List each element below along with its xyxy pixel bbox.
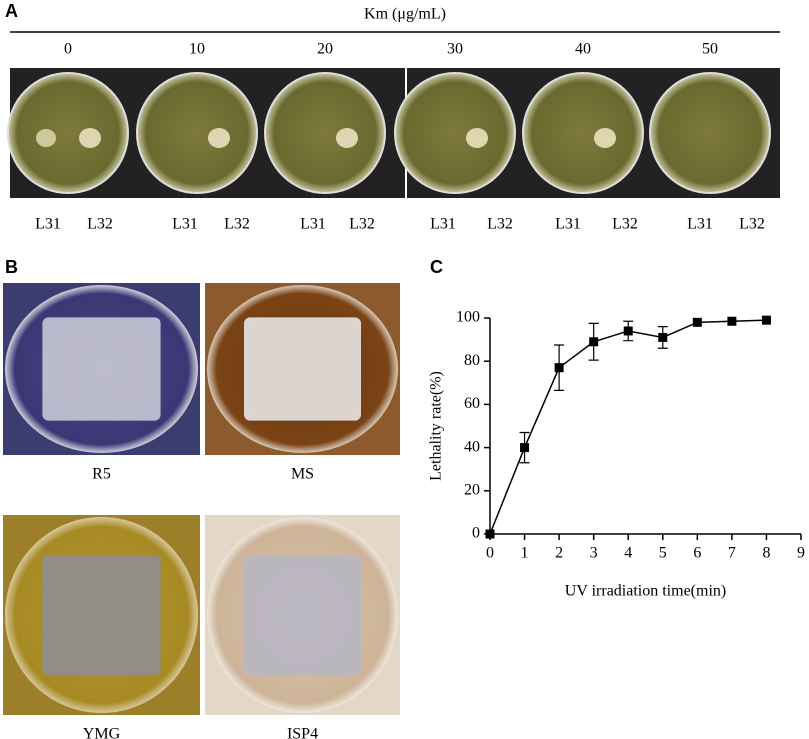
data-point (623, 326, 633, 336)
y-axis-label: Lethality rate(%) (428, 371, 445, 481)
concentration-label: 40 (575, 41, 591, 58)
data-point (485, 529, 495, 539)
culture-lawn (244, 555, 361, 675)
concentration-label: 10 (189, 41, 205, 58)
panel-label: C (430, 257, 443, 277)
strain-label: L32 (612, 216, 638, 233)
colony (208, 128, 230, 148)
strain-label: L32 (87, 216, 113, 233)
data-point (727, 316, 737, 326)
strain-label: L32 (739, 216, 765, 233)
well (522, 72, 644, 194)
medium-label: R5 (92, 466, 111, 483)
colony (36, 129, 56, 147)
colony (466, 128, 488, 148)
culture-lawn (42, 555, 161, 675)
y-tick-label: 40 (464, 438, 480, 455)
x-tick-label: 3 (590, 545, 598, 562)
colony (594, 128, 616, 148)
strain-label: L31 (687, 216, 713, 233)
data-point (692, 317, 702, 327)
x-tick-label: 6 (693, 545, 701, 562)
medium-label: MS (291, 466, 314, 483)
strain-label: L31 (35, 216, 61, 233)
x-axis-label: UV irradiation time(min) (565, 583, 726, 600)
strain-label: L31 (172, 216, 198, 233)
strain-label: L32 (224, 216, 250, 233)
culture-lawn (42, 317, 161, 421)
concentration-label: 30 (447, 41, 463, 58)
data-point (554, 363, 564, 373)
strain-label: L31 (300, 216, 326, 233)
strain-label: L32 (349, 216, 375, 233)
well (394, 72, 516, 194)
concentration-label: 0 (64, 41, 72, 58)
x-tick-label: 0 (486, 545, 494, 562)
panel-title: Km (μg/mL) (364, 6, 446, 23)
strain-label: L32 (487, 216, 513, 233)
well (7, 72, 129, 194)
well (649, 72, 771, 194)
x-tick-label: 7 (728, 545, 736, 562)
x-tick-label: 5 (659, 545, 667, 562)
data-point (761, 315, 771, 325)
data-point (589, 337, 599, 347)
y-tick-label: 0 (472, 525, 480, 542)
strain-label: L31 (555, 216, 581, 233)
medium-label: YMG (83, 726, 121, 739)
medium-label: ISP4 (287, 726, 318, 739)
y-tick-label: 100 (456, 309, 480, 326)
data-point (520, 443, 530, 453)
x-tick-label: 9 (797, 545, 805, 562)
x-tick-label: 1 (521, 545, 529, 562)
colony (336, 128, 358, 148)
concentration-label: 20 (317, 41, 333, 58)
y-tick-label: 20 (464, 481, 480, 498)
y-tick-label: 60 (464, 395, 480, 412)
culture-lawn (244, 317, 361, 421)
strain-label: L31 (430, 216, 456, 233)
panel-label: B (5, 257, 18, 277)
well (136, 72, 258, 194)
concentration-label: 50 (702, 41, 718, 58)
data-line (489, 319, 767, 535)
x-tick-label: 2 (555, 545, 563, 562)
x-tick-label: 8 (762, 545, 770, 562)
y-tick-label: 80 (464, 352, 480, 369)
colony (79, 128, 101, 148)
x-tick-label: 4 (624, 545, 632, 562)
panel-label: A (5, 1, 18, 21)
data-point (658, 332, 668, 342)
well (264, 72, 386, 194)
